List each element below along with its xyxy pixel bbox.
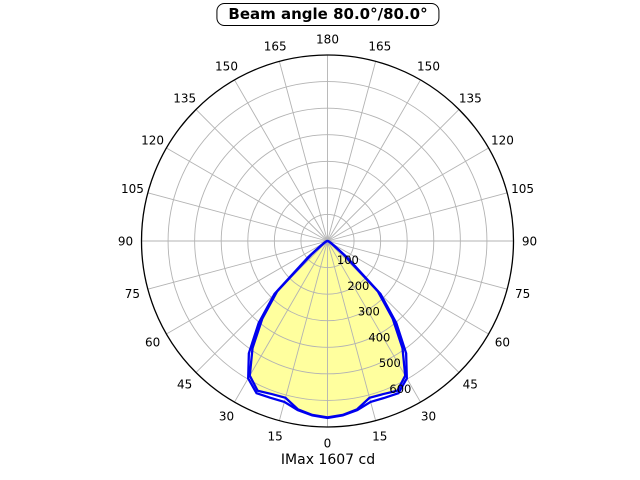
grid-spoke: [278, 61, 328, 242]
grid-spoke: [327, 192, 508, 242]
angle-tick-label: 30: [421, 409, 436, 423]
grid-spoke: [166, 147, 328, 242]
grid-spoke: [327, 147, 489, 242]
grid-spoke: [327, 61, 377, 242]
grid-spoke: [327, 109, 460, 242]
angle-tick-label: 90: [118, 235, 133, 249]
angle-tick-label: 30: [219, 409, 234, 423]
angle-tick-label: 105: [511, 182, 534, 196]
angle-tick-label: 105: [121, 182, 144, 196]
angle-tick-label: 120: [141, 134, 164, 148]
grid-spoke: [327, 240, 508, 290]
angle-tick-label: 150: [417, 60, 440, 74]
beam-curve-plane-2: [247, 239, 408, 420]
angle-tick-label: 135: [173, 92, 196, 106]
angle-tick-label: 180: [316, 33, 339, 47]
r-tick-label: 300: [358, 305, 380, 319]
angle-tick-label: 75: [515, 287, 530, 301]
grid-spoke: [147, 240, 328, 290]
grid-spoke: [195, 240, 328, 373]
grid-spoke: [234, 79, 328, 242]
grid-spoke: [327, 240, 460, 373]
outer-ring: [140, 54, 515, 428]
angle-tick-label: 90: [522, 235, 537, 249]
imax-label: IMax 1607 cd: [280, 452, 376, 468]
grid-spoke: [327, 79, 421, 242]
grid-spoke: [166, 240, 328, 335]
angle-tick-label: 60: [145, 336, 160, 350]
r-tick-label: 100: [337, 253, 359, 267]
angle-tick-label: 135: [459, 92, 482, 106]
r-tick-label: 400: [368, 330, 390, 344]
angle-tick-label: 120: [491, 134, 514, 148]
grid-spoke: [195, 109, 328, 242]
chart-title: Beam angle 80.0°/80.0°: [228, 5, 428, 23]
grid-spoke: [278, 240, 328, 421]
angle-tick-label: 15: [372, 430, 387, 444]
angle-tick-label: 15: [268, 430, 283, 444]
angle-tick-label: 45: [463, 377, 478, 391]
grid-spoke: [147, 192, 328, 242]
angle-tick-label: 150: [215, 60, 238, 74]
angle-tick-label: 45: [177, 377, 192, 391]
angle-tick-label: 75: [125, 287, 140, 301]
angle-tick-label: 60: [495, 336, 510, 350]
angle-tick-label: 165: [264, 39, 287, 53]
grid-spoke: [327, 240, 489, 335]
r-tick-label: 600: [389, 382, 411, 396]
angle-tick-label: 0: [324, 437, 332, 451]
angle-tick-label: 165: [368, 39, 391, 53]
grid-spoke: [327, 240, 377, 421]
r-tick-label: 200: [347, 279, 369, 293]
chart-title-box: Beam angle 80.0°/80.0°: [216, 3, 440, 26]
r-tick-label: 500: [379, 356, 401, 370]
